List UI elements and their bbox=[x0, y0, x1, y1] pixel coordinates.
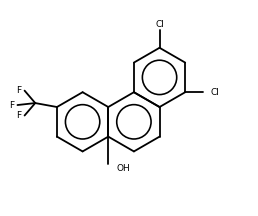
Text: OH: OH bbox=[116, 164, 130, 173]
Text: F: F bbox=[16, 86, 21, 95]
Text: Cl: Cl bbox=[155, 20, 164, 29]
Text: F: F bbox=[16, 111, 21, 120]
Text: Cl: Cl bbox=[211, 88, 220, 97]
Text: F: F bbox=[9, 100, 14, 110]
